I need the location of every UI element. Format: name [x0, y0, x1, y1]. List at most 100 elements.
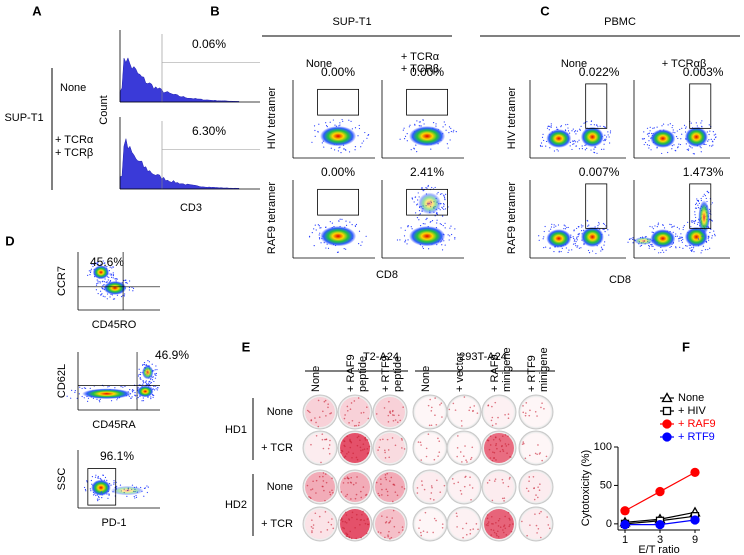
column-label: + RAF9	[345, 354, 357, 392]
speck	[384, 474, 387, 476]
well-stain	[415, 433, 445, 463]
event	[424, 223, 426, 225]
event	[76, 397, 78, 399]
speck	[386, 438, 389, 441]
event	[581, 226, 583, 228]
speck	[490, 534, 492, 536]
speck	[330, 412, 333, 414]
event	[560, 126, 562, 128]
event	[138, 384, 140, 386]
event	[416, 217, 419, 219]
speck	[495, 521, 497, 524]
speck	[540, 406, 542, 409]
event	[120, 385, 122, 388]
event	[701, 235, 703, 237]
event	[108, 493, 110, 495]
speck	[311, 488, 314, 490]
event	[454, 228, 456, 230]
event	[132, 391, 134, 393]
event	[675, 135, 678, 138]
speck	[325, 415, 327, 417]
event	[609, 130, 612, 132]
event	[542, 238, 544, 240]
marker	[620, 519, 630, 530]
event	[590, 120, 593, 122]
speck	[340, 449, 343, 452]
speck	[326, 529, 329, 531]
speck	[377, 531, 380, 533]
speck	[401, 486, 403, 488]
speck	[487, 439, 490, 442]
speck	[493, 457, 495, 459]
percentage: 46.9%	[155, 348, 189, 362]
event	[697, 221, 699, 224]
well-stain	[305, 433, 335, 463]
event	[693, 153, 695, 155]
speck	[355, 424, 357, 427]
event	[131, 484, 134, 486]
event	[661, 125, 663, 127]
speck	[495, 533, 498, 535]
event	[416, 204, 418, 206]
event	[106, 281, 108, 283]
speck	[538, 453, 541, 455]
percentage: 96.1%	[100, 449, 134, 463]
well-stain	[305, 472, 335, 502]
event	[399, 138, 401, 140]
event	[677, 146, 679, 148]
speck	[375, 481, 378, 484]
speck	[347, 451, 350, 453]
percentage: 0.00%	[321, 165, 355, 179]
y-tick-label: 100	[594, 441, 612, 453]
event	[575, 133, 577, 135]
donor-label: HD2	[225, 499, 247, 511]
speck	[318, 475, 321, 478]
event	[145, 383, 148, 385]
event	[663, 227, 666, 229]
row-label: RAF9 tetramer	[506, 182, 518, 254]
column-label: None	[420, 366, 432, 392]
well-stain	[521, 509, 551, 539]
event	[605, 225, 607, 227]
event	[631, 238, 634, 241]
event	[445, 193, 447, 195]
event	[671, 226, 673, 228]
column-label: + RTF9	[380, 355, 392, 392]
speck	[465, 459, 467, 462]
speck	[526, 534, 528, 537]
speck	[354, 526, 356, 529]
event	[600, 246, 603, 248]
speck	[381, 494, 383, 496]
event	[603, 228, 605, 231]
event	[349, 221, 351, 223]
speck	[522, 441, 525, 443]
speck	[322, 485, 324, 488]
event	[646, 133, 649, 135]
event	[345, 248, 347, 250]
event	[135, 494, 137, 497]
speck	[343, 527, 346, 530]
event	[408, 126, 410, 128]
speck	[310, 443, 312, 446]
column-label: peptide	[357, 356, 369, 392]
event	[450, 127, 452, 129]
event	[680, 237, 682, 239]
event	[101, 286, 103, 289]
event	[341, 218, 343, 220]
speck	[401, 447, 403, 449]
event	[583, 122, 585, 124]
event	[643, 138, 645, 140]
speck	[355, 513, 358, 516]
event	[709, 130, 711, 132]
event	[709, 231, 711, 234]
speck	[340, 491, 343, 493]
marker	[661, 392, 673, 403]
speck	[361, 513, 363, 516]
column-label: None	[306, 58, 332, 70]
event	[354, 225, 357, 227]
event	[444, 222, 446, 224]
speck	[375, 413, 378, 415]
event	[548, 125, 550, 127]
speck	[534, 410, 537, 413]
event	[675, 247, 677, 249]
